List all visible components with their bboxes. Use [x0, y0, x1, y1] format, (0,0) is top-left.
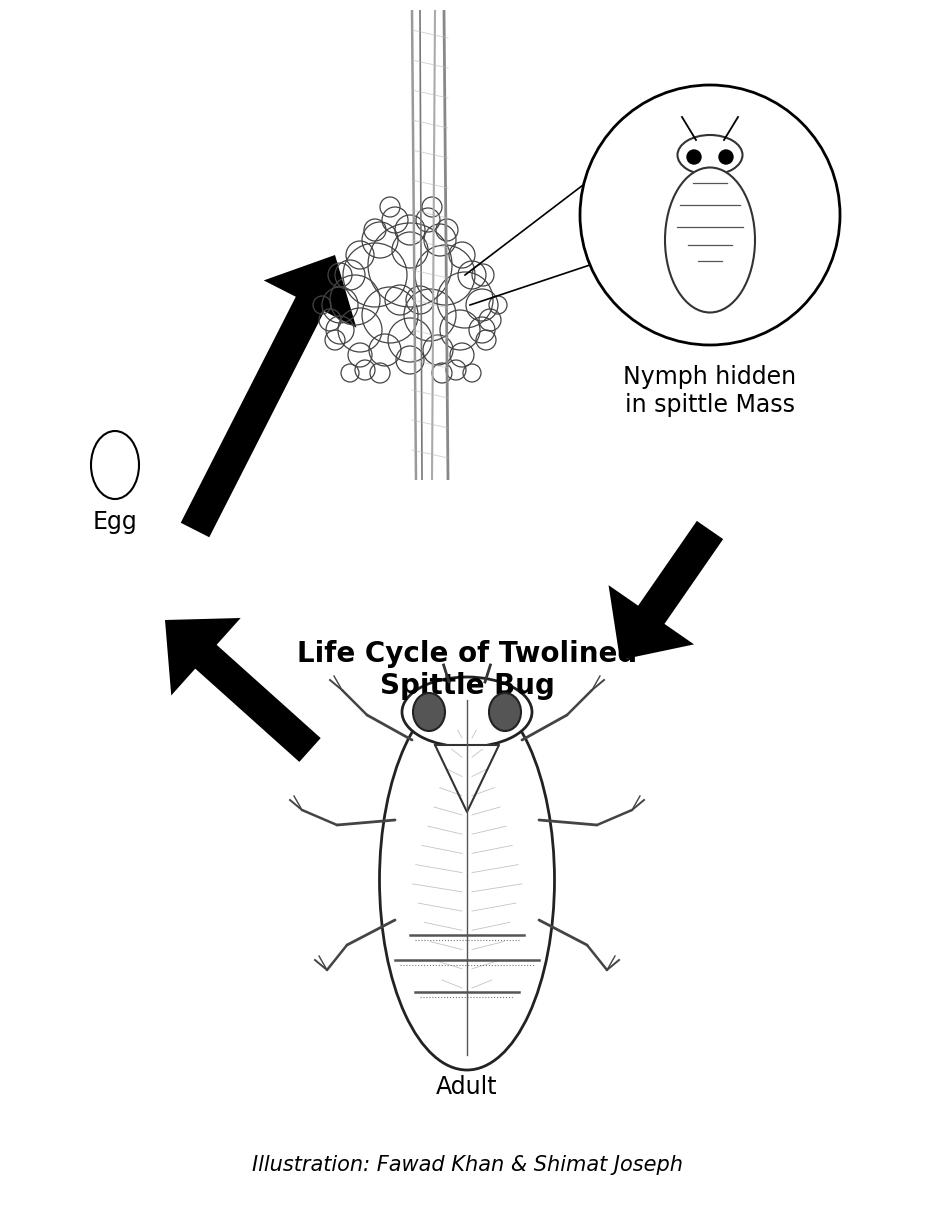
- Ellipse shape: [380, 690, 554, 1070]
- Text: Illustration: Fawad Khan & Shimat Joseph: Illustration: Fawad Khan & Shimat Joseph: [252, 1156, 683, 1175]
- Ellipse shape: [678, 136, 742, 175]
- Polygon shape: [180, 255, 356, 537]
- Polygon shape: [165, 618, 321, 762]
- Circle shape: [687, 150, 701, 165]
- Ellipse shape: [402, 678, 532, 747]
- Ellipse shape: [665, 167, 755, 312]
- Circle shape: [580, 85, 840, 345]
- Polygon shape: [435, 745, 499, 812]
- Text: Nymph hidden
in spittle Mass: Nymph hidden in spittle Mass: [624, 365, 797, 416]
- Text: Life Cycle of Twolined
Spittle Bug: Life Cycle of Twolined Spittle Bug: [297, 640, 637, 701]
- Text: Adult: Adult: [437, 1074, 497, 1099]
- Ellipse shape: [489, 693, 521, 731]
- Ellipse shape: [413, 693, 445, 731]
- Circle shape: [719, 150, 733, 165]
- Polygon shape: [609, 520, 723, 659]
- Text: Egg: Egg: [93, 509, 137, 534]
